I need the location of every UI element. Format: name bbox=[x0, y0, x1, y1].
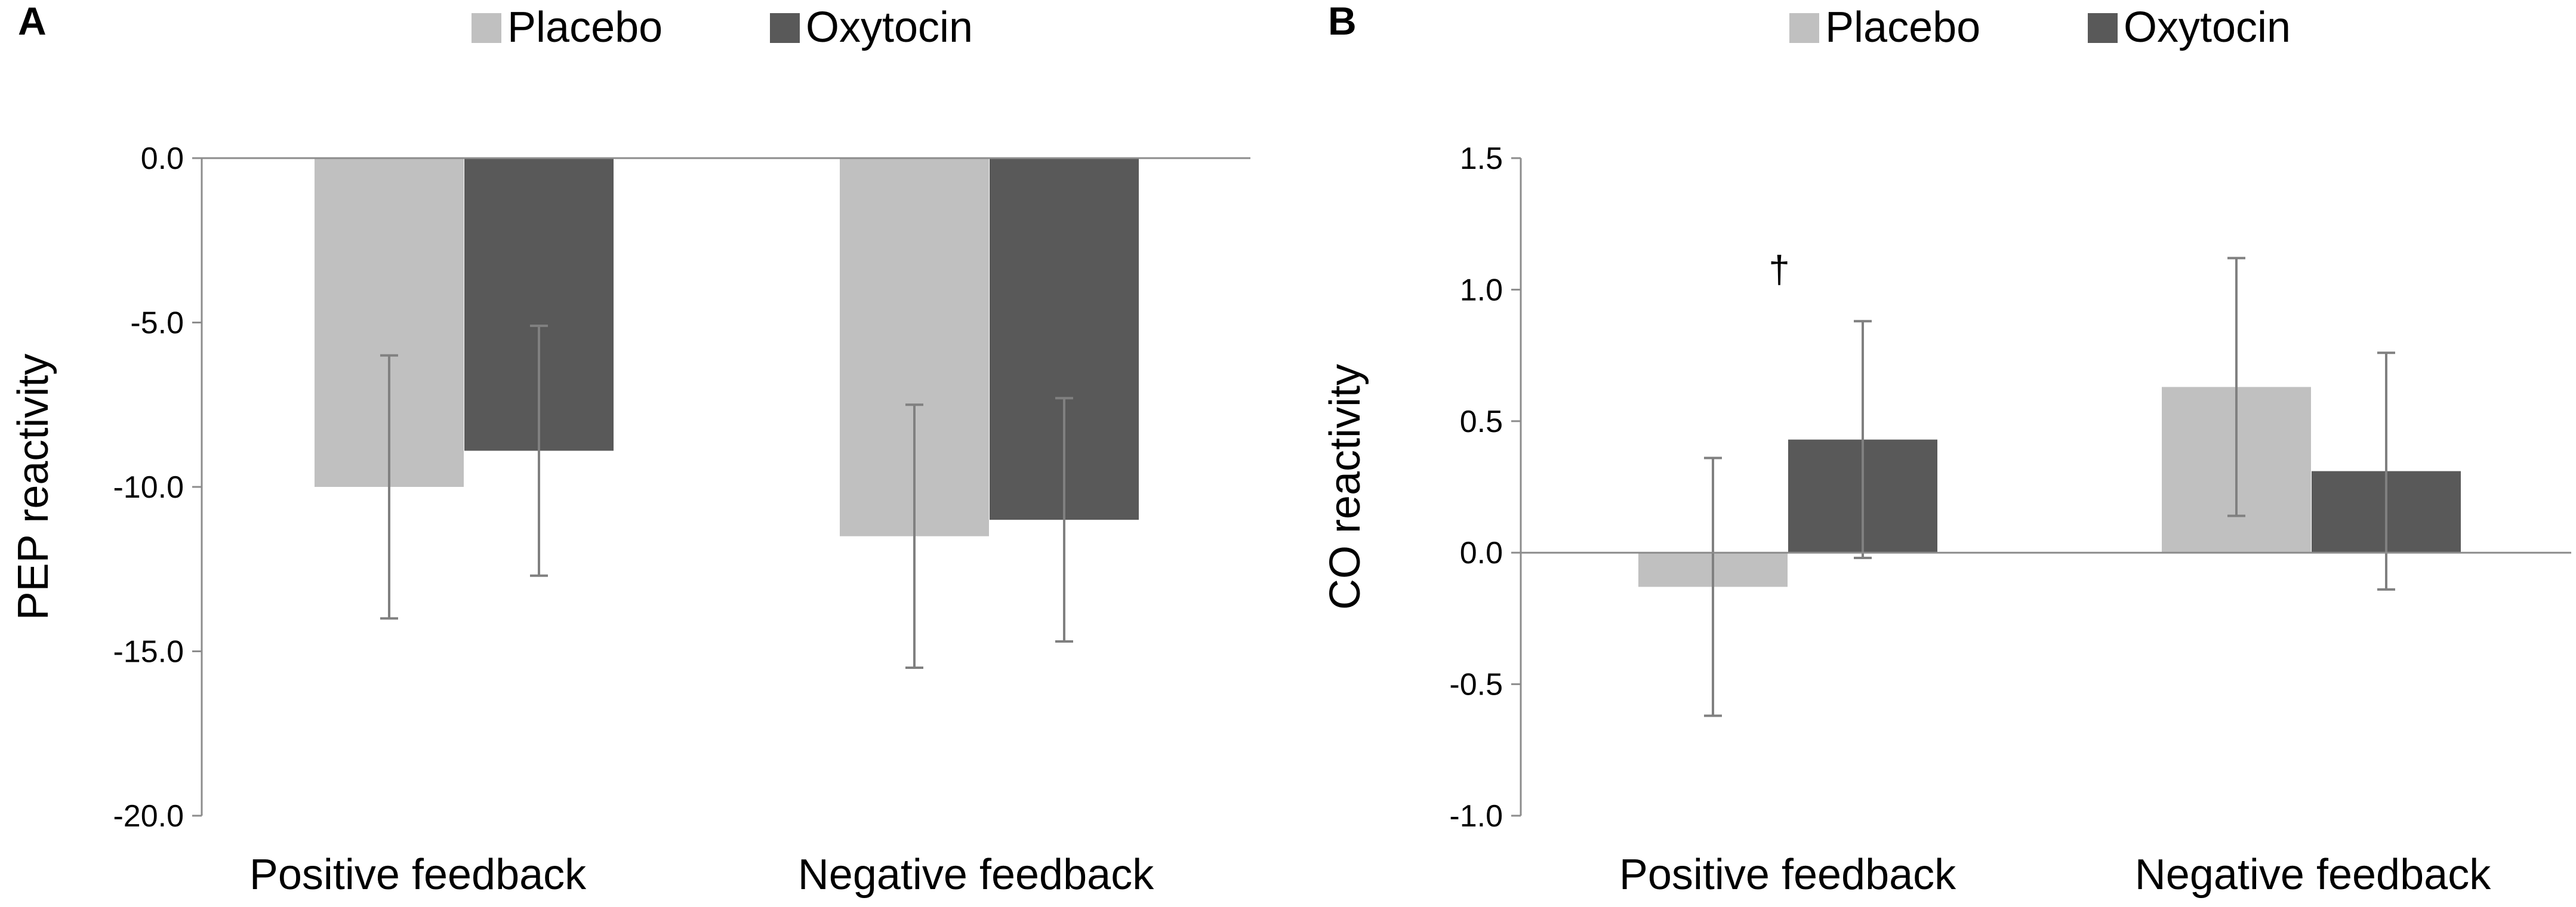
y-tick-label: -15.0 bbox=[113, 635, 184, 670]
legend-label-oxytocin: Oxytocin bbox=[2124, 4, 2291, 51]
y-tick-label: 0.0 bbox=[141, 141, 184, 176]
panel-label: B bbox=[1328, 0, 1357, 43]
legend-label-placebo: Placebo bbox=[1825, 4, 1980, 51]
y-tick-label: -20.0 bbox=[113, 799, 184, 834]
category-label-positive: Positive feedback bbox=[249, 851, 587, 899]
legend-swatch-placebo bbox=[472, 13, 501, 43]
panel-label: A bbox=[18, 0, 47, 43]
y-axis-title: CO reactivity bbox=[1321, 364, 1369, 610]
y-tick-label: 0.5 bbox=[1460, 405, 1503, 439]
category-label-positive: Positive feedback bbox=[1619, 851, 1956, 899]
legend-swatch-oxytocin bbox=[2088, 13, 2118, 43]
panel-a: A Placebo Oxytocin 0.0 -5.0 -10.0 -15.0 -20.0 PE… bbox=[10, 0, 1250, 899]
y-tick-label: -1.0 bbox=[1449, 799, 1503, 834]
y-axis-title: PEP reactivity bbox=[10, 354, 57, 621]
y-tick-label: -10.0 bbox=[113, 470, 184, 505]
y-tick-label: -0.5 bbox=[1449, 668, 1503, 702]
panel-b: B Placebo Oxytocin 1.5 1.0 0.5 0.0 -0.5 -1.0 CO r… bbox=[1321, 0, 2571, 899]
significance-marker: † bbox=[1768, 248, 1790, 291]
legend-label-oxytocin: Oxytocin bbox=[806, 4, 973, 51]
category-label-negative: Negative feedback bbox=[798, 851, 1154, 899]
y-tick-label: 1.5 bbox=[1460, 141, 1503, 176]
legend-swatch-oxytocin bbox=[770, 13, 800, 43]
y-tick-label: -5.0 bbox=[130, 306, 184, 341]
category-label-negative: Negative feedback bbox=[2135, 851, 2491, 899]
y-tick-label: 1.0 bbox=[1460, 273, 1503, 307]
legend-label-placebo: Placebo bbox=[507, 4, 663, 51]
legend-swatch-placebo bbox=[1789, 13, 1819, 43]
y-tick-label: 0.0 bbox=[1460, 536, 1503, 570]
